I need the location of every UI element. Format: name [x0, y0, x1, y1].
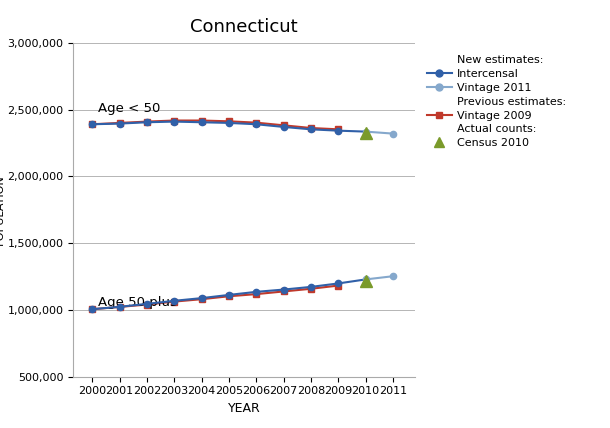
X-axis label: YEAR: YEAR [228, 402, 260, 415]
Text: Age 50 plus: Age 50 plus [98, 296, 177, 309]
Y-axis label: POPULATION: POPULATION [0, 174, 5, 245]
Text: Age < 50: Age < 50 [98, 102, 160, 115]
Legend: New estimates:, Intercensal, Vintage 2011, Previous estimates:, Vintage 2009, Ac: New estimates:, Intercensal, Vintage 201… [427, 55, 566, 149]
Title: Connecticut: Connecticut [190, 18, 298, 36]
